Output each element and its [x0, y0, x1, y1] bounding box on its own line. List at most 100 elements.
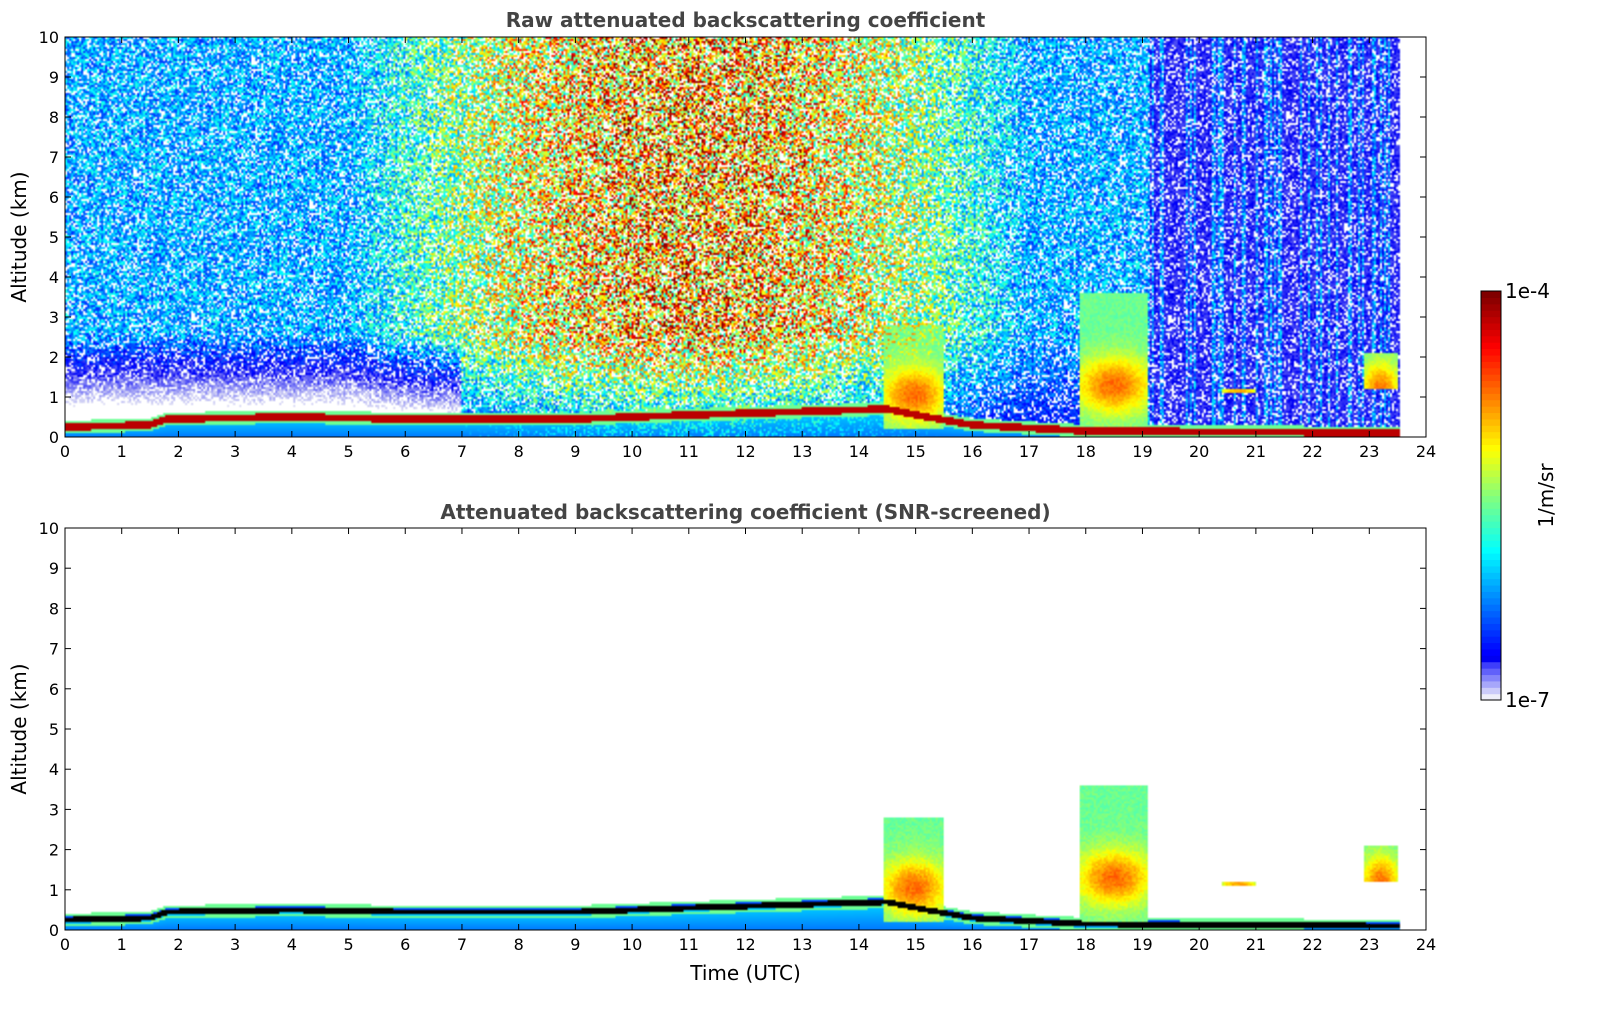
- colorbar-band: [1481, 437, 1501, 445]
- y-tick-label: 9: [49, 559, 59, 578]
- x-tick-label: 7: [457, 935, 467, 954]
- colorbar-band: [1481, 374, 1501, 382]
- colorbar-band: [1481, 348, 1501, 356]
- colorbar-band: [1481, 335, 1501, 343]
- colorbar-band: [1481, 399, 1501, 407]
- screened-plot-title: Attenuated backscattering coefficient (S…: [440, 500, 1050, 524]
- colorbar-band: [1481, 322, 1501, 330]
- x-tick-label: 24: [1416, 935, 1436, 954]
- y-tick-label: 9: [49, 68, 59, 87]
- screened-y-axis-label: Altitude (km): [7, 663, 31, 794]
- colorbar-band: [1481, 584, 1501, 592]
- colorbar-band: [1481, 514, 1501, 522]
- x-tick-label: 2: [173, 935, 183, 954]
- x-tick-label: 10: [622, 442, 642, 461]
- colorbar-band: [1481, 559, 1501, 567]
- colorbar-frame: [1480, 290, 1502, 701]
- x-tick-label: 5: [343, 442, 353, 461]
- x-tick-label: 4: [287, 442, 297, 461]
- y-tick-label: 5: [49, 228, 59, 247]
- colorbar-band: [1481, 457, 1501, 465]
- colorbar-band: [1481, 597, 1501, 605]
- colorbar-band: [1481, 444, 1501, 452]
- x-tick-label: 22: [1302, 442, 1322, 461]
- raw-plot-title: Raw attenuated backscattering coefficien…: [506, 8, 986, 32]
- x-tick-label: 21: [1246, 442, 1266, 461]
- colorbar-band: [1481, 297, 1501, 305]
- raw-y-axis: 0 1 2 3 4 5 6 7 8 9 10: [39, 28, 1426, 447]
- colorbar-band: [1481, 533, 1501, 541]
- x-tick-label: 13: [792, 442, 812, 461]
- colorbar-band: [1481, 693, 1501, 701]
- x-tick-label: 16: [962, 442, 982, 461]
- x-axis-label: Time (UTC): [689, 961, 801, 985]
- colorbar-band: [1481, 489, 1501, 497]
- x-tick-label: 18: [1076, 935, 1096, 954]
- x-tick-label: 8: [514, 935, 524, 954]
- colorbar-band: [1481, 386, 1501, 394]
- y-tick-label: 3: [49, 308, 59, 327]
- y-tick-label: 2: [49, 841, 59, 860]
- colorbar-band: [1481, 367, 1501, 375]
- colorbar-band: [1481, 642, 1501, 650]
- x-tick-label: 1: [117, 935, 127, 954]
- x-tick-label: 7: [457, 442, 467, 461]
- x-tick-label: 10: [622, 935, 642, 954]
- colorbar-band: [1481, 604, 1501, 612]
- colorbar-band: [1481, 629, 1501, 637]
- colorbar-band: [1481, 450, 1501, 458]
- x-tick-label: 14: [849, 935, 869, 954]
- x-tick-label: 15: [905, 442, 925, 461]
- x-tick-label: 16: [962, 935, 982, 954]
- colorbar-band: [1481, 636, 1501, 644]
- screened-y-axis: 0 1 2 3 4 5 6 7 8 9 10: [39, 519, 1426, 940]
- x-tick-label: 1: [117, 442, 127, 461]
- x-tick-label: 20: [1189, 442, 1209, 461]
- colorbar-band: [1481, 546, 1501, 554]
- y-tick-label: 4: [49, 760, 59, 779]
- colorbar-band: [1481, 316, 1501, 324]
- x-tick-label: 18: [1076, 442, 1096, 461]
- colorbar-unit-label: 1/m/sr: [1534, 463, 1558, 528]
- y-tick-label: 7: [49, 640, 59, 659]
- colorbar-band: [1481, 565, 1501, 573]
- y-tick-label: 1: [49, 388, 59, 407]
- colorbar-band: [1481, 655, 1501, 663]
- x-tick-label: 6: [400, 935, 410, 954]
- colorbar-max-label: 1e-4: [1505, 279, 1550, 303]
- x-tick-label: 13: [792, 935, 812, 954]
- colorbar-band: [1481, 527, 1501, 535]
- x-tick-label: 20: [1189, 935, 1209, 954]
- colorbar-band: [1481, 616, 1501, 624]
- colorbar-band: [1481, 578, 1501, 586]
- x-tick-label: 0: [60, 442, 70, 461]
- y-tick-label: 10: [39, 519, 59, 538]
- colorbar-band: [1481, 623, 1501, 631]
- x-tick-label: 3: [230, 442, 240, 461]
- x-tick-label: 17: [1019, 442, 1039, 461]
- colorbar-band: [1481, 361, 1501, 369]
- y-tick-label: 7: [49, 148, 59, 167]
- y-tick-label: 1: [49, 881, 59, 900]
- colorbar-band: [1481, 668, 1501, 676]
- x-tick-label: 23: [1359, 442, 1379, 461]
- x-tick-label: 21: [1246, 935, 1266, 954]
- x-tick-label: 17: [1019, 935, 1039, 954]
- x-tick-label: 9: [570, 442, 580, 461]
- colorbar-band: [1481, 412, 1501, 420]
- colorbar: 1e-4 1e-7 1/m/sr: [1480, 279, 1558, 712]
- x-tick-label: 5: [343, 935, 353, 954]
- screened-backscatter-heatmap: [65, 528, 1426, 930]
- colorbar-band: [1481, 521, 1501, 529]
- screened-x-axis: 0 1 2 3 4 5 6 7 8 9 10 11 12 13 14 15 16 17 18 19 20 21 22 23 24: [60, 528, 1436, 954]
- colorbar-band: [1481, 469, 1501, 477]
- x-tick-label: 22: [1302, 935, 1322, 954]
- colorbar-band: [1481, 572, 1501, 580]
- x-tick-label: 24: [1416, 442, 1436, 461]
- y-tick-label: 4: [49, 268, 59, 287]
- x-tick-label: 19: [1132, 935, 1152, 954]
- colorbar-band: [1481, 425, 1501, 433]
- colorbar-band: [1481, 342, 1501, 350]
- colorbar-band: [1481, 482, 1501, 490]
